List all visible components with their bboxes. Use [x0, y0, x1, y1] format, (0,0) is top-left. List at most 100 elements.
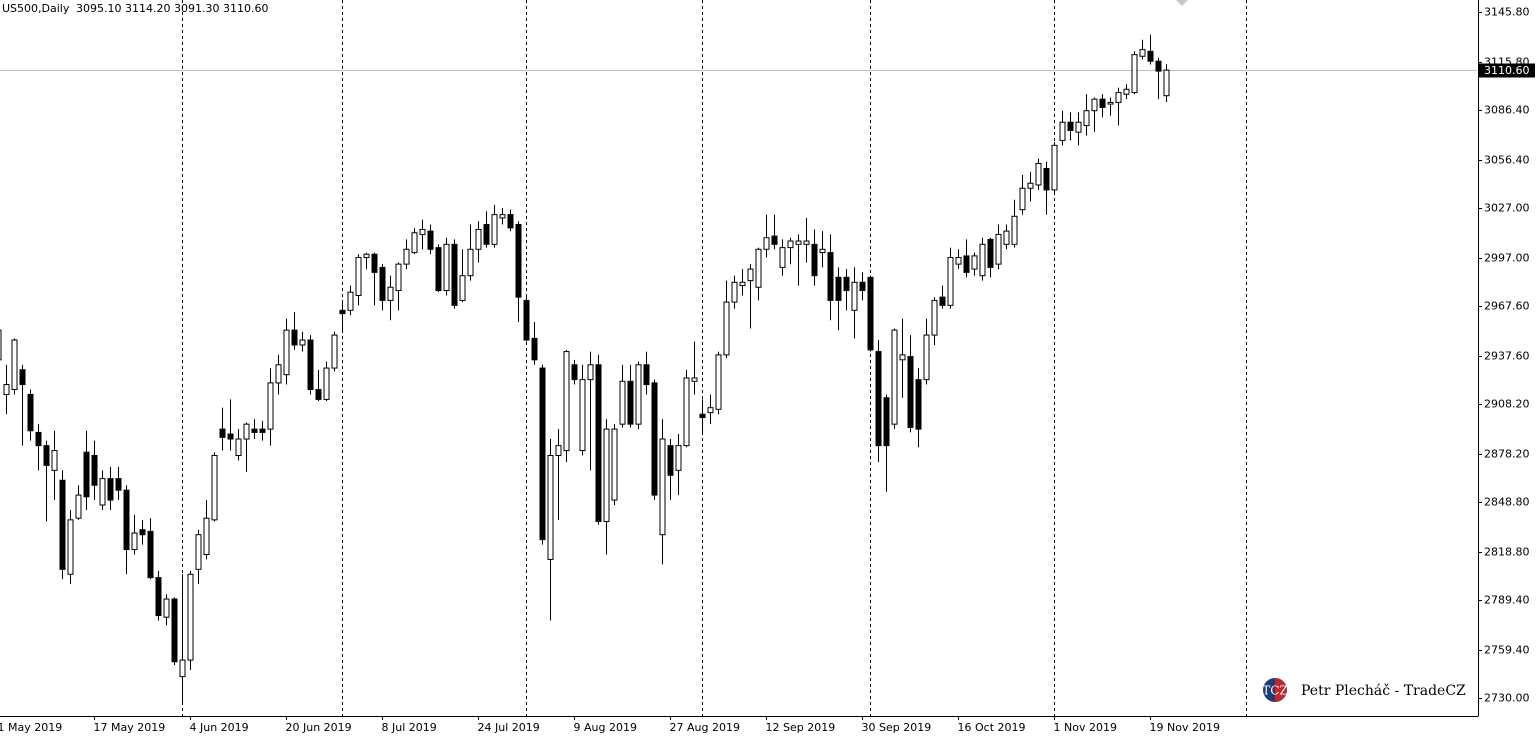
candle-body	[923, 334, 930, 381]
candle-body	[1059, 121, 1066, 141]
candle-body	[395, 263, 402, 292]
candle-body	[987, 238, 994, 268]
candle-body	[1075, 121, 1082, 133]
x-tick-label: 12 Sep 2019	[766, 721, 836, 734]
y-tick-label: 2848.80	[1484, 496, 1530, 509]
candle-body	[835, 276, 842, 301]
candle-body	[531, 337, 538, 361]
x-tick-label: 19 Nov 2019	[1150, 721, 1220, 734]
candle-body	[571, 364, 578, 381]
candle-body	[1147, 50, 1154, 62]
candle-body	[995, 233, 1002, 265]
candle-body	[507, 214, 514, 229]
candle-body	[123, 489, 130, 551]
candle-body	[363, 253, 370, 259]
x-tick-label: 20 Jun 2019	[286, 721, 352, 734]
candle-body	[163, 598, 170, 618]
candle-body	[891, 329, 898, 425]
candle-body	[43, 445, 50, 466]
candle-body	[523, 299, 530, 341]
candle-body	[131, 532, 138, 551]
x-tick-label: 1 May 2019	[0, 721, 62, 734]
candle-body	[1139, 49, 1146, 57]
x-tick-label: 4 Jun 2019	[190, 721, 249, 734]
candle-body	[707, 407, 714, 414]
candle-body	[115, 478, 122, 491]
candle-body	[107, 478, 114, 501]
candle-body	[435, 247, 442, 292]
candle-body	[1027, 182, 1034, 189]
candle-body	[283, 329, 290, 376]
candle-body	[619, 380, 626, 425]
shift-marker	[1176, 0, 1188, 6]
candle-body	[51, 450, 58, 471]
candle-body	[139, 529, 146, 536]
candle-body	[699, 413, 706, 419]
candle-body	[1099, 98, 1106, 108]
candle-body	[915, 379, 922, 430]
candle-body	[907, 356, 914, 428]
candle-body	[1131, 54, 1138, 94]
candle-body	[99, 478, 106, 506]
candle-body	[307, 339, 314, 391]
candle-body	[243, 423, 250, 440]
candle-body	[187, 573, 194, 661]
candle-body	[979, 243, 986, 277]
symbol: US500,Daily	[2, 2, 70, 15]
x-tick-label: 8 Jul 2019	[382, 721, 437, 734]
candle-body	[1107, 101, 1114, 105]
candle-body	[275, 364, 282, 384]
candle-body	[235, 438, 242, 457]
header-close: 3110.60	[223, 2, 269, 15]
candle-body	[1163, 69, 1170, 97]
candle-body	[883, 397, 890, 447]
candle-body	[1043, 167, 1050, 191]
candle-body	[171, 598, 178, 663]
candle-body	[1067, 121, 1074, 131]
candle-body	[627, 380, 634, 425]
y-tick-label: 2818.80	[1484, 546, 1530, 559]
candle-body	[667, 445, 674, 476]
y-tick-label: 2759.40	[1484, 644, 1530, 657]
candle-body	[75, 494, 82, 519]
candle-body	[795, 240, 802, 245]
candle-body	[691, 377, 698, 382]
candle-body	[1011, 215, 1018, 245]
candle-body	[635, 364, 642, 425]
candle-body	[475, 228, 482, 250]
candle-body	[579, 379, 586, 452]
y-tick-label: 2937.60	[1484, 350, 1530, 363]
candle-body	[219, 428, 226, 438]
candle-body	[155, 577, 162, 617]
candle-body	[211, 455, 218, 521]
candle-body	[291, 329, 298, 346]
candle-body	[603, 428, 610, 522]
y-tick-label: 2967.60	[1484, 300, 1530, 313]
candle-body	[355, 257, 362, 296]
candle-body	[1155, 60, 1162, 72]
candle-body	[939, 296, 946, 306]
candle-body	[35, 431, 42, 447]
y-tick-label: 3145.80	[1484, 6, 1530, 19]
header-high: 3114.20	[125, 2, 171, 15]
candle-body	[323, 367, 330, 400]
y-tick-label: 2878.20	[1484, 448, 1530, 461]
candle-body	[443, 243, 450, 292]
candle-body	[267, 382, 274, 430]
candle-body	[1019, 187, 1026, 211]
candle-body	[723, 301, 730, 356]
candle-body	[259, 428, 266, 433]
candle-body	[483, 224, 490, 245]
logo-half	[1275, 678, 1287, 702]
y-tick-label: 2730.00	[1484, 692, 1530, 705]
candle-body	[651, 382, 658, 496]
candle-body	[675, 445, 682, 471]
candle-body	[251, 428, 258, 433]
candle-body	[899, 354, 906, 361]
logo-text: TCZ	[1262, 684, 1288, 698]
candle-body	[499, 214, 506, 219]
candle-body	[547, 455, 554, 560]
candle-body	[819, 248, 826, 254]
candle-body	[403, 248, 410, 265]
